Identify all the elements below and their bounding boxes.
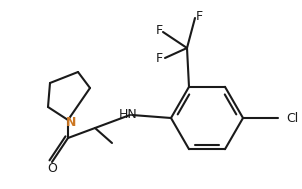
Text: O: O xyxy=(47,163,57,176)
Text: Cl: Cl xyxy=(286,112,298,125)
Text: F: F xyxy=(156,23,162,36)
Text: HN: HN xyxy=(119,108,138,122)
Text: F: F xyxy=(156,51,162,64)
Text: N: N xyxy=(66,115,76,129)
Text: F: F xyxy=(195,9,203,22)
